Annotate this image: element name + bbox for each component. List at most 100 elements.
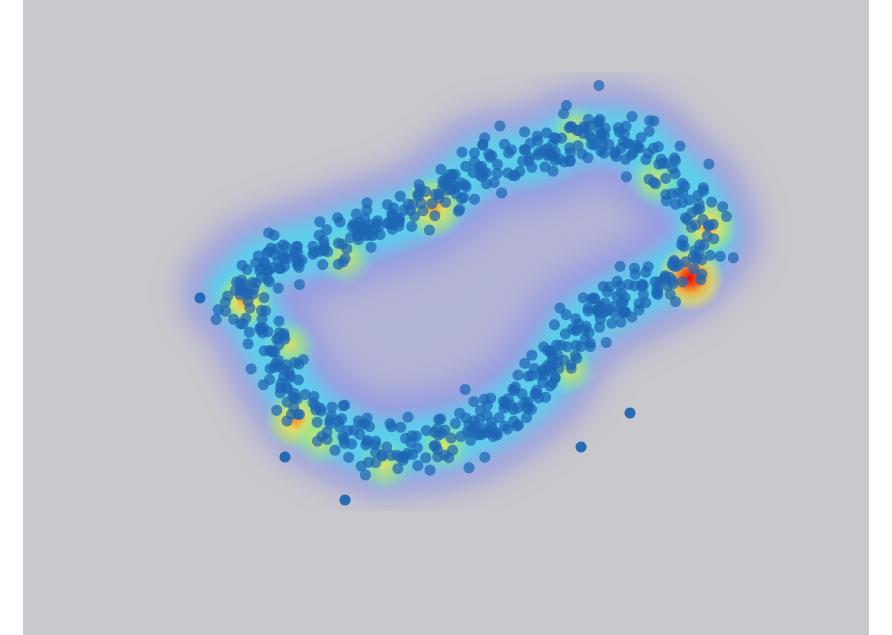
data-point: [343, 451, 355, 463]
data-point: [521, 412, 533, 423]
data-point: [721, 211, 732, 222]
data-point: [615, 287, 627, 299]
data-point: [573, 125, 584, 136]
data-point: [494, 120, 506, 132]
data-point: [242, 338, 254, 350]
data-point: [485, 392, 497, 404]
data-point: [326, 401, 338, 413]
data-point: [314, 402, 326, 414]
data-point: [617, 306, 629, 318]
data-point: [433, 188, 445, 200]
data-point: [432, 429, 444, 441]
data-point: [420, 452, 432, 464]
data-point: [387, 218, 399, 230]
data-point: [496, 187, 508, 199]
data-point: [423, 224, 435, 236]
outlier-point: [194, 292, 206, 304]
data-point: [612, 122, 624, 134]
data-point: [220, 305, 232, 317]
data-point: [274, 327, 286, 339]
data-point: [486, 427, 498, 439]
data-point: [528, 363, 540, 374]
data-point: [402, 447, 414, 459]
data-point: [297, 354, 309, 366]
outlier-point: [279, 451, 291, 463]
data-point: [256, 313, 268, 325]
data-point: [264, 374, 276, 386]
data-point: [564, 147, 576, 159]
data-point: [350, 208, 362, 220]
data-point: [701, 230, 713, 242]
data-point: [523, 155, 535, 167]
data-point: [456, 146, 468, 158]
data-point: [594, 321, 606, 333]
data-point: [509, 381, 521, 393]
data-point: [523, 402, 535, 414]
data-point: [271, 404, 283, 416]
data-point: [293, 261, 305, 273]
data-point: [449, 418, 461, 429]
data-point: [255, 263, 267, 274]
data-point: [334, 421, 345, 433]
data-point: [606, 317, 618, 329]
data-point: [576, 148, 588, 160]
data-point: [520, 144, 531, 156]
data-point: [558, 108, 570, 120]
data-point: [531, 130, 543, 142]
data-point: [287, 391, 299, 403]
data-point: [526, 349, 538, 361]
data-point: [336, 238, 348, 250]
data-point: [659, 271, 671, 283]
data-point: [468, 147, 480, 159]
data-point: [463, 462, 475, 474]
data-point: [676, 197, 688, 208]
data-point: [643, 125, 655, 137]
data-point: [269, 346, 281, 358]
data-point: [244, 302, 256, 314]
data-point: [262, 273, 274, 285]
data-point: [670, 261, 682, 273]
data-point: [717, 201, 729, 213]
data-point: [273, 315, 285, 327]
data-point: [593, 80, 605, 91]
data-point: [554, 302, 566, 314]
data-point: [473, 161, 485, 173]
data-point: [346, 438, 358, 450]
data-point: [669, 168, 681, 180]
data-point: [615, 142, 627, 154]
data-point: [420, 186, 432, 198]
data-point: [474, 169, 486, 181]
data-point: [690, 219, 702, 231]
data-point: [413, 179, 425, 191]
data-point: [667, 278, 679, 290]
data-point: [228, 313, 240, 325]
data-point: [642, 261, 654, 273]
data-point: [486, 150, 498, 162]
data-point: [604, 281, 615, 293]
data-point: [688, 263, 700, 275]
data-point: [506, 144, 517, 156]
data-point: [237, 318, 249, 330]
data-point: [555, 339, 567, 351]
data-point: [636, 278, 648, 290]
data-point: [318, 242, 330, 254]
data-point: [502, 393, 514, 405]
data-point: [677, 276, 689, 288]
data-point: [584, 341, 596, 352]
data-point: [429, 210, 441, 222]
data-point: [569, 350, 581, 362]
data-point: [547, 165, 559, 177]
data-point: [609, 307, 621, 319]
data-point: [385, 449, 397, 461]
data-point: [519, 357, 531, 369]
data-point: [460, 181, 472, 193]
data-point: [219, 296, 231, 308]
data-point: [603, 138, 615, 150]
data-point: [254, 322, 266, 334]
data-point: [633, 304, 645, 316]
data-point: [361, 204, 373, 216]
data-point: [549, 319, 560, 331]
data-point: [537, 377, 549, 389]
data-point: [400, 432, 412, 444]
data-point: [629, 262, 640, 274]
